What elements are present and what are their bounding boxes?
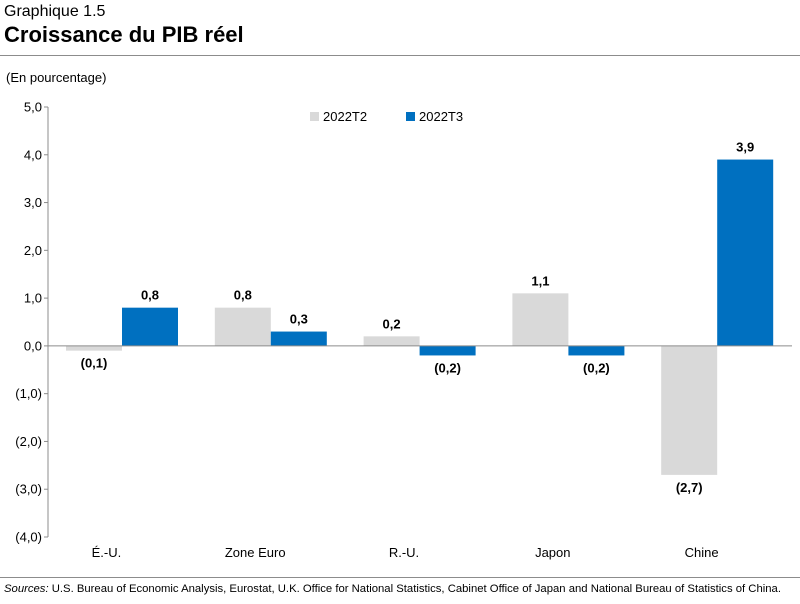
y-tick-label: (3,0): [15, 482, 42, 497]
y-tick-label: 2,0: [24, 243, 42, 258]
bar-2022T3-3: [568, 345, 625, 356]
legend-label-2022T2: 2022T2: [323, 109, 367, 124]
sources-label: Sources:: [4, 583, 49, 595]
data-label-2022T2-1: 0,8: [234, 288, 252, 303]
bar-2022T2-1: [214, 307, 271, 346]
y-tick-label: 0,0: [24, 338, 42, 353]
y-tick-label: 3,0: [24, 195, 42, 210]
bar-2022T2-0: [66, 345, 122, 351]
bar-2022T2-3: [512, 293, 569, 346]
legend-swatch-2022T3: [406, 112, 415, 121]
data-label-2022T2-4: (2,7): [676, 480, 703, 495]
bar-2022T3-4: [717, 159, 774, 346]
chart-title: Croissance du PIB réel: [4, 22, 244, 47]
y-tick-label: 1,0: [24, 291, 42, 306]
chart-kicker: Graphique 1.5: [4, 3, 106, 20]
bar-2022T3-2: [419, 345, 476, 356]
y-tick-label: (4,0): [15, 530, 42, 545]
bar-2022T2-2: [363, 336, 420, 346]
y-tick-label: (1,0): [15, 386, 42, 401]
x-category-label: Chine: [685, 545, 719, 560]
footer-divider: [0, 577, 800, 578]
data-label-2022T3-0: 0,8: [141, 288, 159, 303]
data-label-2022T2-2: 0,2: [383, 316, 401, 331]
y-tick-label: (2,0): [15, 434, 42, 449]
sources-note: Sources: U.S. Bureau of Economic Analysi…: [4, 583, 781, 595]
data-label-2022T3-4: 3,9: [736, 140, 754, 155]
data-label-2022T2-3: 1,1: [531, 273, 549, 288]
bar-chart: 5,0 4,0 3,0 2,0 1,0 0,0 (1,0) (2,0) (3,0) (4,0) (0…: [15, 100, 792, 560]
y-tick-label: 4,0: [24, 147, 42, 162]
data-label-2022T3-1: 0,3: [290, 312, 308, 327]
bar-2022T2-4: [661, 345, 718, 475]
legend-label-2022T3: 2022T3: [419, 109, 463, 124]
data-label-2022T2-0: (0,1): [81, 356, 108, 371]
x-category-label: Zone Euro: [225, 545, 286, 560]
data-label-2022T3-3: (0,2): [583, 360, 610, 375]
x-category-label: R.-U.: [389, 545, 419, 560]
sources-text: U.S. Bureau of Economic Analysis, Eurost…: [51, 583, 781, 595]
legend-swatch-2022T2: [310, 112, 319, 121]
x-category-label: Japon: [535, 545, 570, 560]
header-divider: [0, 55, 800, 56]
x-category-label: É.-U.: [92, 545, 122, 560]
y-axis-unit-label: (En pourcentage): [6, 70, 107, 85]
data-label-2022T3-2: (0,2): [434, 360, 461, 375]
y-tick-label: 5,0: [24, 100, 42, 115]
bar-2022T3-0: [122, 307, 178, 346]
bar-2022T3-1: [270, 331, 327, 346]
